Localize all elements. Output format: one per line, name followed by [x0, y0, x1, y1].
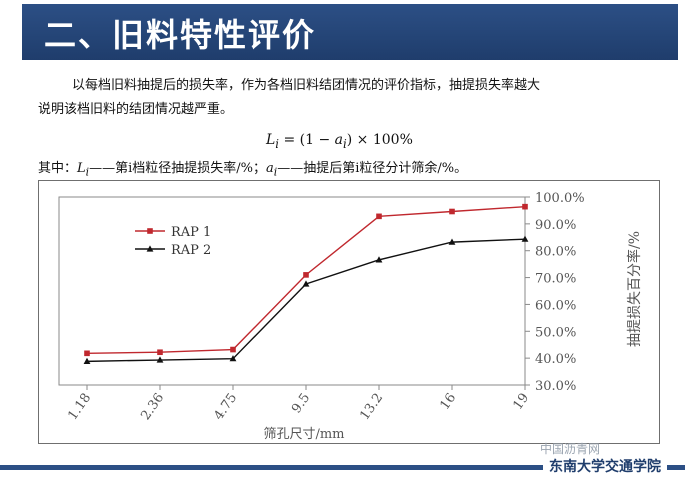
- data-point-square: [230, 346, 236, 353]
- where-a-sub: i: [273, 165, 278, 179]
- where-L-desc: ——第i档粒径抽提损失率/%；: [89, 161, 267, 176]
- x-tick-label: 4.75: [211, 391, 240, 423]
- legend-label: RAP 2: [171, 243, 211, 258]
- x-tick-label: 9.5: [289, 391, 313, 417]
- where-a: a: [266, 161, 274, 176]
- data-point-square: [157, 349, 163, 356]
- formula-lhs-sub: i: [275, 136, 280, 151]
- data-point-triangle: [302, 280, 310, 287]
- watermark: 中国沥青网: [540, 442, 601, 456]
- legend-marker-square: [147, 228, 153, 234]
- legend-label: RAP 1: [171, 225, 211, 240]
- intro-line-2: 说明该档旧料的结团情况越严重。: [38, 102, 234, 117]
- page-title: 二、旧料特性评价: [44, 16, 317, 54]
- chart-axes: 30.0% 40.0% 50.0% 60.0% 70.0% 80.0% 90.0% 100.0…: [58, 191, 585, 423]
- title-bar: 二、旧料特性评价: [22, 4, 678, 60]
- formula-var: a: [334, 132, 344, 148]
- formula-lhs: L: [266, 132, 276, 148]
- y-tick-label: 70.0%: [535, 272, 576, 287]
- chart-series: [83, 203, 529, 364]
- x-tick-label: 13.2: [357, 391, 386, 423]
- data-point-square: [303, 272, 309, 278]
- data-point-triangle: [156, 356, 164, 363]
- series-line-2: [86, 238, 526, 363]
- line-chart: 30.0% 40.0% 50.0% 60.0% 70.0% 80.0% 90.0% 100.0…: [58, 191, 643, 442]
- y-tick-label: 100.0%: [535, 191, 585, 206]
- where-text: 其中：Li——第i档粒径抽提损失率/%；ai——抽提后第i粒径分计筛余/%。: [38, 157, 467, 179]
- where-L: L: [77, 161, 86, 176]
- legend-marker-triangle: [146, 245, 154, 252]
- chart-legend: RAP 1 RAP 2: [135, 225, 211, 258]
- y-tick-label: 40.0%: [535, 352, 576, 367]
- data-point-square: [376, 213, 382, 220]
- y-tick-label: 80.0%: [535, 245, 576, 260]
- x-tick-label: 16: [437, 391, 459, 413]
- x-tick-label: 1.18: [65, 391, 94, 423]
- formula-mid: = (1 −: [279, 132, 335, 148]
- data-point-square: [522, 203, 528, 210]
- y-axis-label: 抽提损失百分率/%: [626, 231, 643, 347]
- data-point-triangle: [375, 256, 383, 263]
- formula-rhs: ) × 100%: [346, 132, 413, 148]
- data-point-triangle: [521, 235, 529, 242]
- y-tick-label: 60.0%: [535, 298, 576, 313]
- x-tick-label: 19: [510, 391, 532, 413]
- data-point-triangle: [83, 357, 91, 364]
- data-point-triangle: [448, 238, 456, 245]
- where-prefix: 其中：: [38, 161, 78, 176]
- chart-frame: 30.0% 40.0% 50.0% 60.0% 70.0% 80.0% 90.0% 100.0…: [38, 180, 660, 444]
- y-tick-label: 30.0%: [535, 379, 576, 394]
- data-point-triangle: [229, 355, 237, 362]
- x-tick-label: 2.36: [138, 391, 167, 423]
- bottom-bar: [0, 465, 685, 470]
- x-axis-label: 筛孔尺寸/mm: [263, 427, 344, 442]
- formula-var-sub: i: [343, 136, 347, 151]
- y-tick-label: 90.0%: [535, 218, 576, 233]
- y-tick-label: 50.0%: [535, 325, 576, 340]
- where-L-sub: i: [85, 165, 90, 179]
- where-a-desc: ——抽提后第i粒径分计筛余/%。: [277, 161, 468, 176]
- intro-text: 以每档旧料抽提后的损失率，作为各档旧料结团情况的评价指标，抽提损失率越大 说明该…: [38, 74, 632, 122]
- intro-line-1: 以每档旧料抽提后的损失率，作为各档旧料结团情况的评价指标，抽提损失率越大: [72, 78, 541, 93]
- data-point-square: [84, 350, 90, 357]
- school-name: 东南大学交通学院: [543, 456, 667, 476]
- data-point-square: [449, 208, 455, 215]
- formula: Li = (1 − ai) × 100%: [266, 132, 413, 151]
- plot-area-border: [58, 196, 526, 386]
